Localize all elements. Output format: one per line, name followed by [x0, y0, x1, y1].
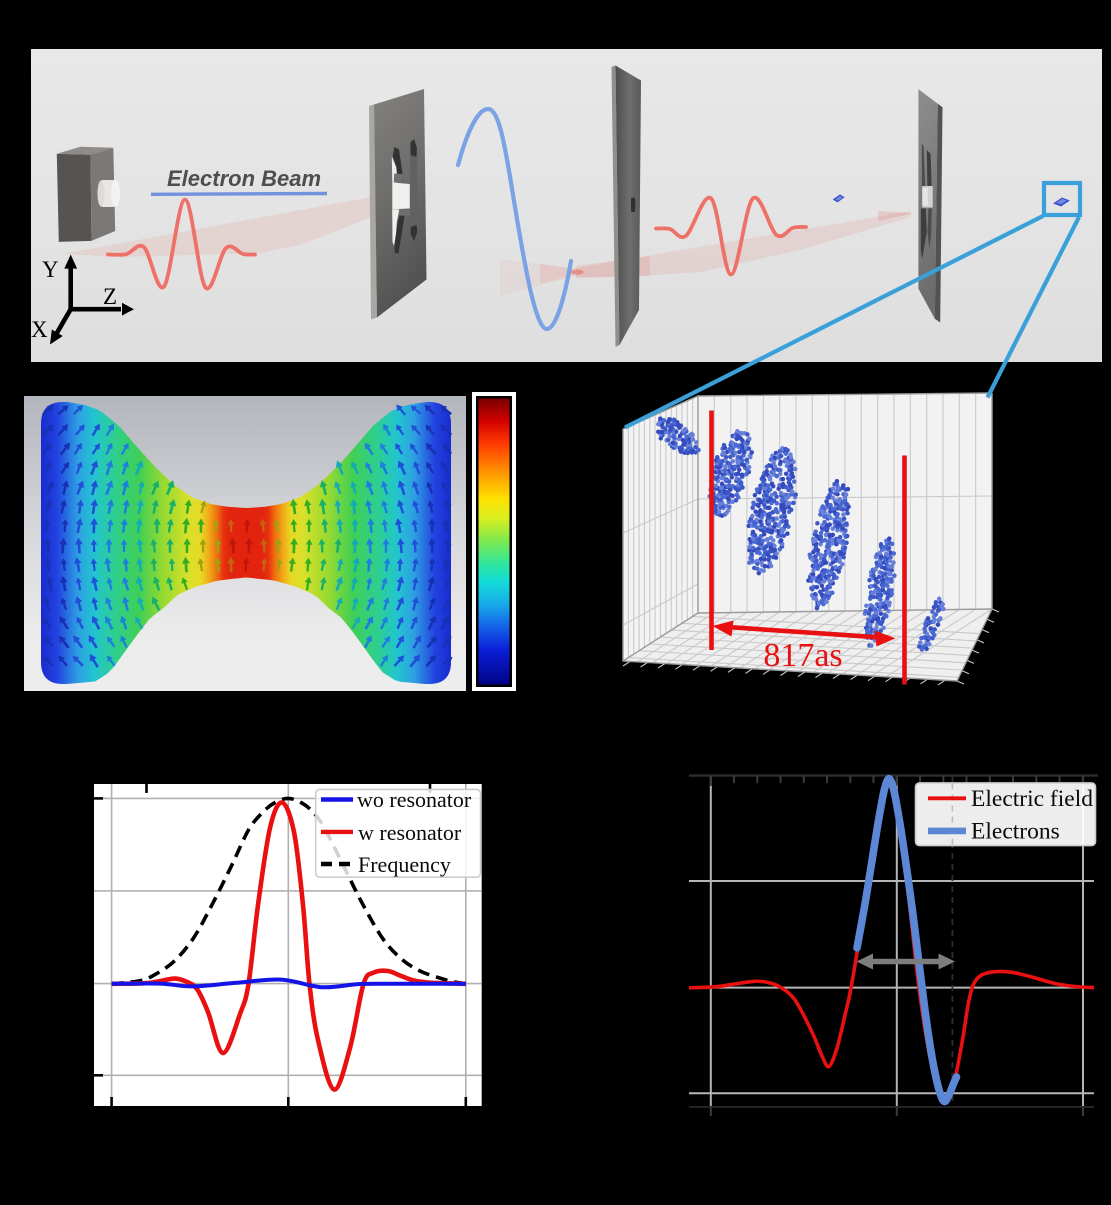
svg-text:wo resonator: wo resonator — [357, 787, 472, 812]
svg-text:Electrons: Electrons — [971, 819, 1060, 845]
svg-text:Electric field: Electric field — [971, 786, 1093, 812]
svg-text:w resonator: w resonator — [358, 820, 462, 845]
svg-text:Frequency: Frequency — [358, 852, 451, 877]
svg-text:Y: Y — [42, 257, 59, 282]
svg-text:X: X — [31, 317, 48, 342]
svg-text:Z: Z — [103, 284, 117, 309]
svg-text:817as: 817as — [763, 637, 842, 674]
svg-text:Electron Beam: Electron Beam — [167, 166, 321, 191]
